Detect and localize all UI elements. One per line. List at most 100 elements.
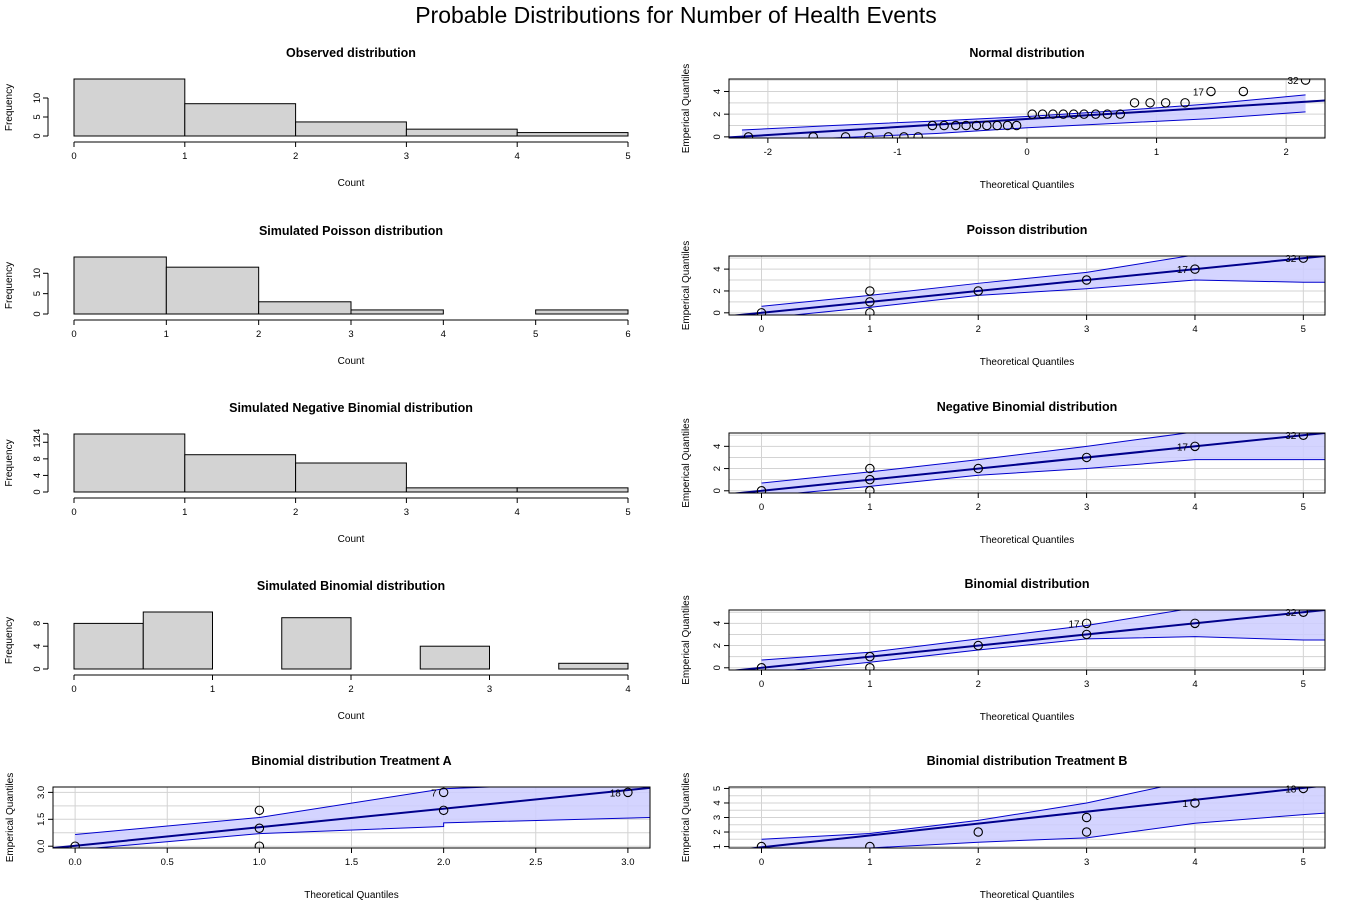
x-tick-label: 5 (533, 329, 538, 340)
data-point (254, 841, 265, 848)
histogram-bar (295, 121, 407, 137)
point-label: 17 (1193, 87, 1205, 98)
y-tick-label: 0 (32, 666, 43, 671)
x-tick-label: 4 (1192, 679, 1197, 690)
y-tick-label: 4 (712, 800, 723, 805)
data-point (1190, 264, 1200, 274)
data-point (913, 132, 923, 138)
data-point (840, 132, 851, 138)
histogram-bar (350, 309, 444, 315)
main-title: Probable Distributions for Number of Hea… (415, 2, 937, 28)
y-tick-label: 3.0 (36, 786, 47, 799)
y-tick-label: 10 (32, 268, 43, 279)
x-tick-label: 2 (256, 329, 261, 340)
histogram-bar (405, 487, 518, 493)
x-tick-label: 3.0 (621, 857, 634, 868)
x-tick-label: 1 (867, 502, 872, 513)
histogram-bar (558, 662, 629, 670)
x-tick-label: 2 (293, 507, 298, 518)
data-point (899, 132, 909, 138)
plot-area (729, 256, 1325, 315)
plot-area (729, 433, 1325, 493)
x-tick-label: 1.5 (345, 857, 358, 868)
x-tick-label: 0 (759, 857, 764, 868)
x-tick-label: 4 (1192, 502, 1197, 513)
data-point (973, 640, 983, 651)
confidence-band-upper (741, 94, 1306, 131)
data-point (756, 841, 767, 848)
y-tick-label: 0 (712, 310, 723, 315)
point-label: 7 (431, 788, 437, 799)
y-tick-label: 4 (712, 444, 723, 449)
data-point (1090, 109, 1101, 119)
y-tick-label: 0 (712, 134, 723, 139)
y-tick-label: 0 (32, 133, 43, 138)
y-tick-label: 5 (712, 786, 723, 791)
data-point (756, 308, 767, 315)
x-tick-label: 1 (164, 329, 169, 340)
data-point (1115, 109, 1126, 119)
chart-title: Poisson distribution (967, 223, 1088, 237)
reference-line (730, 610, 1325, 670)
data-point (438, 787, 449, 798)
x-tick-label: 3 (1084, 502, 1089, 513)
y-tick-label: 0.0 (36, 840, 47, 853)
data-point (864, 132, 874, 138)
chart-title: Observed distribution (286, 46, 416, 60)
data-point (1190, 618, 1200, 629)
data-point (1027, 109, 1037, 119)
x-tick-label: 2 (976, 679, 981, 690)
x-axis-label: Theoretical Quantiles (980, 890, 1075, 901)
reference-line (729, 99, 1325, 138)
y-tick-label: 8 (32, 456, 43, 461)
confidence-band-lower (89, 817, 650, 848)
x-tick-label: 3 (404, 151, 409, 162)
histogram-bar (281, 617, 352, 670)
data-point (939, 120, 949, 131)
histogram-bar (258, 301, 352, 315)
chart-panel-4: Poisson distribution Theoretical Quantile… (681, 223, 1326, 368)
y-axis-label: Frequency (4, 439, 15, 486)
x-tick-label: 5 (1301, 324, 1306, 335)
y-tick-label: 0 (712, 665, 723, 670)
point-label: 18 (1285, 784, 1297, 795)
point-label: 1 (1182, 799, 1188, 810)
x-axis-label: Theoretical Quantiles (304, 890, 399, 901)
data-point (973, 286, 983, 296)
y-tick-label: 10 (32, 93, 43, 104)
x-tick-label: 0.5 (161, 857, 174, 868)
data-point (1081, 827, 1092, 837)
y-tick-label: 4 (32, 473, 43, 478)
plot-box (728, 609, 1326, 671)
data-point (1002, 120, 1013, 131)
data-point (865, 841, 875, 848)
data-point (756, 663, 767, 670)
histogram-bar (405, 128, 518, 137)
y-tick-label: 14 (32, 429, 43, 440)
histogram-bar (516, 487, 629, 493)
x-tick-label: 0 (759, 324, 764, 335)
point-label: 32 (1287, 76, 1299, 87)
point-label: 17 (1068, 619, 1080, 630)
data-point (254, 805, 265, 816)
data-point (1048, 109, 1058, 119)
data-point (961, 120, 971, 131)
y-tick-label: 0 (712, 488, 723, 493)
point-label: 17 (1177, 442, 1189, 453)
x-tick-label: 2 (293, 151, 298, 162)
x-tick-label: 3 (348, 329, 353, 340)
chart-panel-9: Binomial distribution Treatment A Theoret… (5, 754, 651, 901)
plot-area (729, 787, 1325, 848)
y-axis-label: Emperical Quantiles (681, 418, 692, 507)
x-tick-label: 4 (1192, 857, 1197, 868)
x-axis-label: Count (338, 711, 365, 722)
chart-panel-8: Binomial distribution Theoretical Quantil… (681, 577, 1326, 723)
confidence-band-upper (761, 787, 1164, 840)
reference-line (746, 787, 1321, 848)
data-point (883, 132, 894, 138)
y-tick-label: 8 (32, 621, 43, 626)
data-point (1298, 256, 1309, 263)
chart-title: Simulated Poisson distribution (259, 224, 443, 238)
x-tick-label: 4 (441, 329, 446, 340)
